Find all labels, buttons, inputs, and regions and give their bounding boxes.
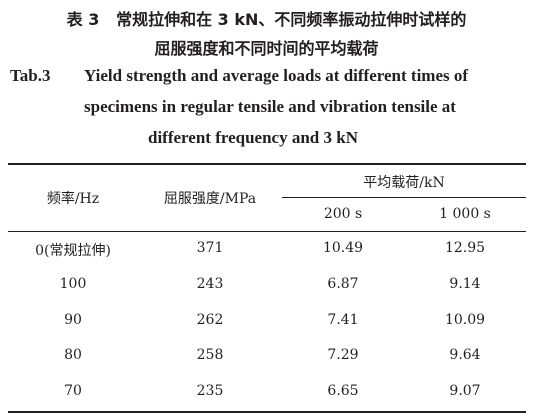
caption-cn-text1: 常规拉伸和在 3 kN、不同频率振动拉伸时试样的	[116, 10, 467, 29]
cell-frequency: 80	[64, 347, 82, 363]
header-200s: 200 s	[323, 206, 363, 222]
table-label-en: Tab.3	[10, 66, 51, 85]
cell-load-1000: 9.14	[449, 276, 481, 292]
caption-en-line1: Yield strength and average loads at diff…	[84, 66, 469, 85]
cell-yield: 262	[196, 312, 224, 328]
cell-yield: 235	[196, 383, 224, 399]
cell-yield: 258	[196, 347, 224, 363]
table-header-rule	[8, 231, 526, 232]
cell-load-1000: 9.64	[449, 347, 481, 363]
caption-en-line3: different frequency and 3 kN	[148, 128, 358, 147]
table-bottom-rule	[8, 411, 526, 413]
caption-cn-line2: 屈服强度和不同时间的平均载荷	[154, 39, 379, 58]
cell-frequency: 70	[64, 383, 82, 399]
caption-cn-line1: 表 3 常规拉伸和在 3 kN、不同频率振动拉伸时试样的	[0, 6, 533, 30]
cell-load-200: 7.41	[327, 312, 359, 328]
cell-load-1000: 10.09	[444, 312, 486, 328]
cell-yield: 243	[196, 276, 224, 292]
caption-en-line2: specimens in regular tensile and vibrati…	[84, 97, 456, 116]
header-1000s: 1 000 s	[439, 206, 491, 222]
table-label-cn: 表 3	[66, 10, 100, 29]
cell-load-200: 6.87	[327, 276, 359, 292]
cell-frequency: 90	[64, 312, 82, 328]
cell-load-200: 10.49	[322, 240, 364, 256]
cell-yield: 371	[196, 240, 224, 256]
cell-load-200: 6.65	[327, 383, 359, 399]
table-top-rule	[8, 163, 526, 165]
cell-load-1000: 9.07	[449, 383, 481, 399]
header-yield-strength: 屈服强度/MPa	[163, 191, 257, 207]
cell-frequency: 100	[59, 276, 87, 292]
header-sub-rule	[282, 197, 526, 198]
cell-frequency: 0(常规拉伸)	[35, 243, 111, 259]
cell-load-1000: 12.95	[444, 240, 486, 256]
header-average-load: 平均载荷/kN	[363, 175, 445, 191]
cell-load-200: 7.29	[327, 347, 359, 363]
header-frequency: 频率/Hz	[46, 191, 100, 207]
